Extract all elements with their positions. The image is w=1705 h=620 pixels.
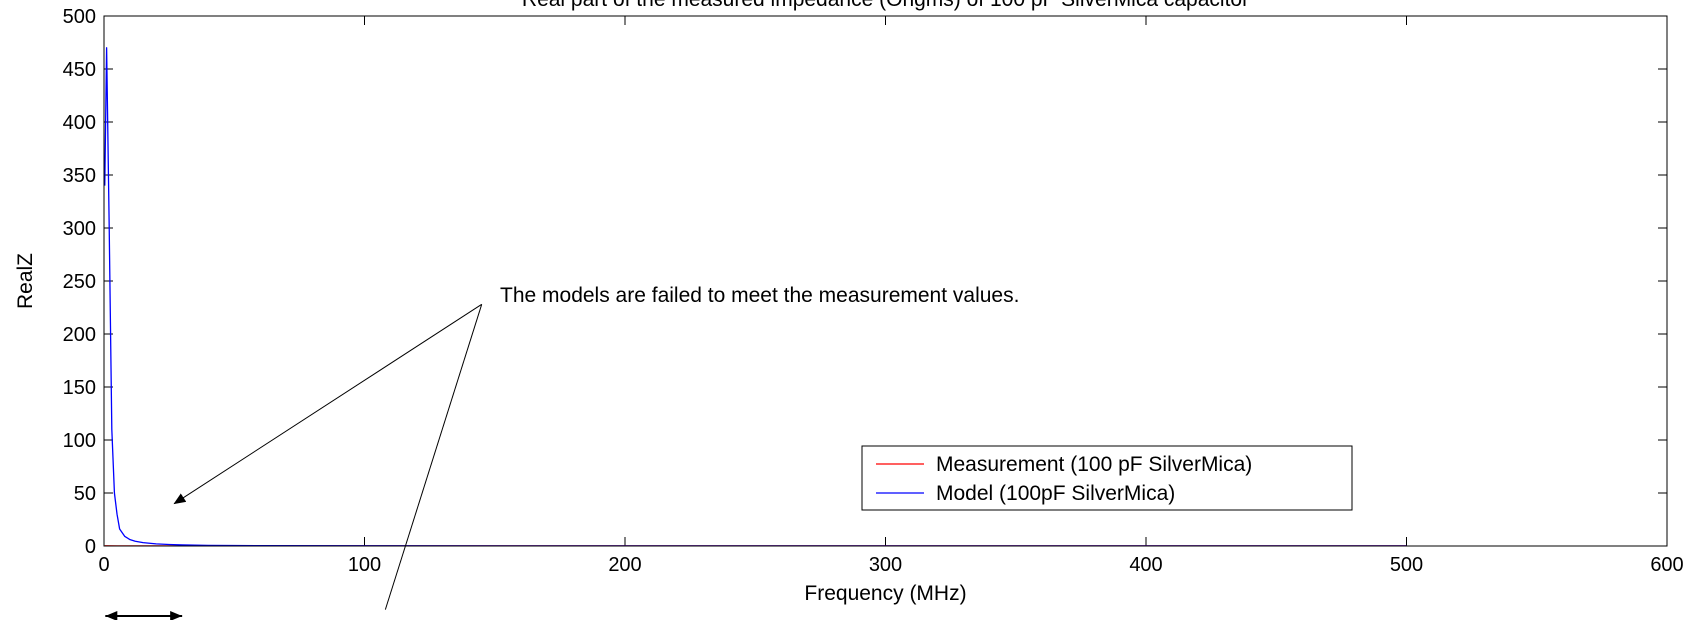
y-tick-label-500: 500 bbox=[63, 6, 96, 28]
y-tick-label-150: 150 bbox=[63, 377, 96, 399]
range-marker bbox=[105, 611, 183, 620]
range-marker-arrow-left bbox=[105, 611, 118, 620]
x-tick-label-100: 100 bbox=[348, 554, 381, 576]
y-tick-label-400: 400 bbox=[63, 112, 96, 134]
range-marker-arrow-right bbox=[170, 611, 183, 620]
y-tick-label-100: 100 bbox=[63, 430, 96, 452]
y-tick-label-350: 350 bbox=[63, 165, 96, 187]
x-tick-label-300: 300 bbox=[869, 554, 902, 576]
annotation-arrow-0 bbox=[173, 303, 482, 505]
legend-label-model: Model (100pF SilverMica) bbox=[936, 482, 1175, 505]
y-tick-label-50: 50 bbox=[74, 483, 96, 505]
annotation-group: The models are failed to meet the measur… bbox=[173, 284, 1019, 610]
x-tick-label-200: 200 bbox=[608, 554, 641, 576]
x-axis-title: Frequency (MHz) bbox=[804, 582, 966, 605]
plot-frame bbox=[103, 15, 1668, 547]
legend-label-measurement: Measurement (100 pF SilverMica) bbox=[936, 453, 1252, 476]
x-tick-label-0: 0 bbox=[98, 554, 109, 576]
y-tick-label-300: 300 bbox=[63, 218, 96, 240]
x-tick-label-600: 600 bbox=[1650, 554, 1683, 576]
chart-title: Real part of the measured impedance (Ohg… bbox=[522, 0, 1249, 11]
y-axis-title: RealZ bbox=[14, 253, 37, 309]
y-tick-label-0: 0 bbox=[85, 536, 96, 558]
y-tick-label-200: 200 bbox=[63, 324, 96, 346]
x-tick-label-500: 500 bbox=[1390, 554, 1423, 576]
annotation-arrow-1 bbox=[384, 304, 483, 610]
y-tick-label-250: 250 bbox=[63, 271, 96, 293]
tick-labels: 0 100 200 300 400 500 600 0 50 100 150 200 250 300 350… bbox=[63, 6, 1684, 576]
y-tick-label-450: 450 bbox=[63, 59, 96, 81]
x-tick-label-400: 400 bbox=[1129, 554, 1162, 576]
annotation-text: The models are failed to meet the measur… bbox=[500, 284, 1019, 307]
legend: Measurement (100 pF SilverMica) Model (1… bbox=[861, 445, 1353, 511]
legend-box bbox=[861, 445, 1353, 511]
